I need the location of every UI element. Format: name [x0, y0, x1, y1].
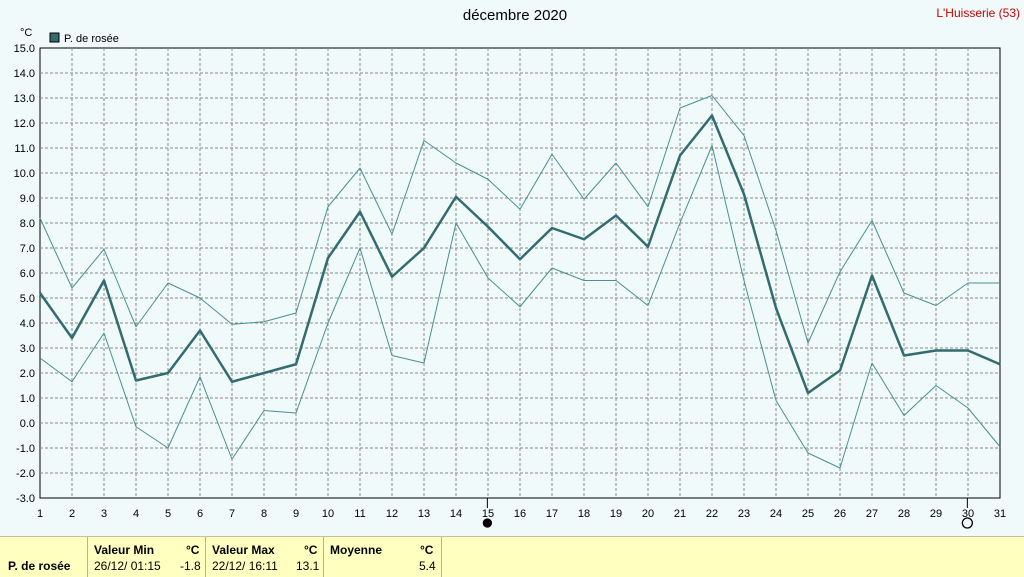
y-tick-label: 9.0: [20, 193, 35, 205]
x-tick-label: 13: [418, 508, 430, 520]
x-tick-label: 3: [101, 508, 107, 520]
series-line-max: [39, 95, 1000, 344]
x-tick-label: 4: [133, 508, 139, 520]
max-value: 13.1: [296, 559, 320, 573]
y-tick-label: 6.0: [20, 268, 35, 280]
y-tick-label: 7.0: [20, 243, 35, 255]
dew-point-chart: décembre 2020 L'Huisserie (53) °C P. de …: [14, 6, 1020, 529]
y-tick-label: -1.0: [16, 443, 35, 455]
x-tick-label: 31: [994, 508, 1006, 520]
x-tick-label: 1: [37, 508, 43, 520]
y-tick-label: 4.0: [20, 318, 35, 330]
y-tick-label: 5.0: [20, 293, 35, 305]
filled-circle-marker: [482, 518, 493, 528]
x-tick-label: 10: [322, 508, 334, 520]
x-tick-label: 15: [482, 508, 494, 520]
footer-min-cell: Valeur Min °C 26/12/ 01:15 -1.8: [88, 537, 206, 577]
y-tick-label: 3.0: [20, 343, 35, 355]
x-tick-label: 5: [165, 508, 171, 520]
x-tick-label: 26: [834, 508, 846, 520]
y-tick-label: 14.0: [14, 68, 35, 80]
footer-max-cell: Valeur Max °C 22/12/ 16:11 13.1: [206, 537, 324, 577]
y-tick-label: 10.0: [14, 168, 35, 180]
footer-series-cell: P. de rosée: [0, 537, 88, 577]
mean-label: Moyenne: [330, 543, 383, 557]
x-tick-label: 2: [69, 508, 75, 520]
legend-swatch: [49, 32, 60, 43]
max-label: Valeur Max: [212, 543, 275, 557]
x-tick-label: 24: [770, 508, 782, 520]
mean-value: 5.4: [419, 559, 436, 573]
x-tick-label: 12: [386, 508, 398, 520]
series-line-min: [39, 145, 1001, 469]
min-datetime: 26/12/ 01:15: [94, 559, 161, 573]
min-value: -1.8: [180, 559, 201, 573]
station-name: L'Huisserie (53): [936, 6, 1020, 20]
x-tick-label: 20: [642, 508, 654, 520]
min-label: Valeur Min: [94, 543, 155, 557]
y-tick-label: 15.0: [14, 43, 35, 55]
stats-footer: P. de rosée Valeur Min °C 26/12/ 01:15 -…: [0, 536, 1024, 577]
y-tick-label: 13.0: [14, 93, 35, 105]
y-tick-label: 2.0: [20, 368, 35, 380]
x-tick-label: 19: [610, 508, 622, 520]
x-tick-label: 8: [261, 508, 267, 520]
x-tick-label: 23: [738, 508, 750, 520]
max-unit: °C: [304, 543, 318, 557]
x-tick-label: 29: [930, 508, 942, 520]
legend: P. de rosée: [49, 32, 119, 45]
x-tick-label: 7: [229, 508, 235, 520]
x-tick-label: 11: [354, 508, 365, 520]
y-axis-unit: °C: [20, 27, 32, 39]
x-tick-label: 28: [898, 508, 910, 520]
y-tick-label: 1.0: [20, 393, 35, 405]
series-lines: [38, 95, 1001, 469]
max-datetime: 22/12/ 16:11: [212, 559, 278, 573]
y-tick-label: -3.0: [16, 493, 35, 505]
footer-mean-cell: Moyenne °C 5.4: [324, 537, 442, 577]
y-tick-label: 12.0: [14, 118, 35, 130]
x-tick-label: 14: [450, 508, 462, 520]
x-tick-label: 22: [706, 508, 718, 520]
y-tick-label: -2.0: [16, 468, 35, 480]
x-tick-label: 6: [197, 508, 203, 520]
x-tick-label: 9: [293, 508, 299, 520]
x-tick-label: 25: [802, 508, 814, 520]
series-line-mean: [38, 114, 1001, 395]
chart-title: décembre 2020: [463, 7, 567, 24]
x-tick-label: 21: [674, 508, 686, 520]
y-tick-label: 8.0: [20, 218, 35, 230]
x-tick-label: 30: [962, 508, 974, 520]
x-tick-label: 27: [866, 508, 878, 520]
y-tick-label: 0.0: [20, 418, 35, 430]
legend-label: P. de rosée: [64, 33, 119, 45]
y-tick-label: 11.0: [14, 143, 35, 155]
mean-unit: °C: [420, 543, 434, 557]
min-unit: °C: [186, 543, 200, 557]
y-axis: 15.0 14.0 13.0 12.0 11.0 10.0 9.0 8.0 7.0 6.0 5.0 4…: [14, 43, 35, 505]
x-tick-label: 16: [514, 508, 526, 520]
x-axis: 1 2 3 4 5 6 7 8 9 10 11 12 13 14 15 16 17 18 19 20 21 22 23 24 2…: [37, 508, 1006, 520]
open-circle-marker: [961, 517, 974, 529]
footer-series-label: P. de rosée: [8, 559, 71, 573]
x-tick-label: 17: [546, 508, 558, 520]
x-tick-label: 18: [578, 508, 590, 520]
day-markers: [482, 498, 974, 529]
